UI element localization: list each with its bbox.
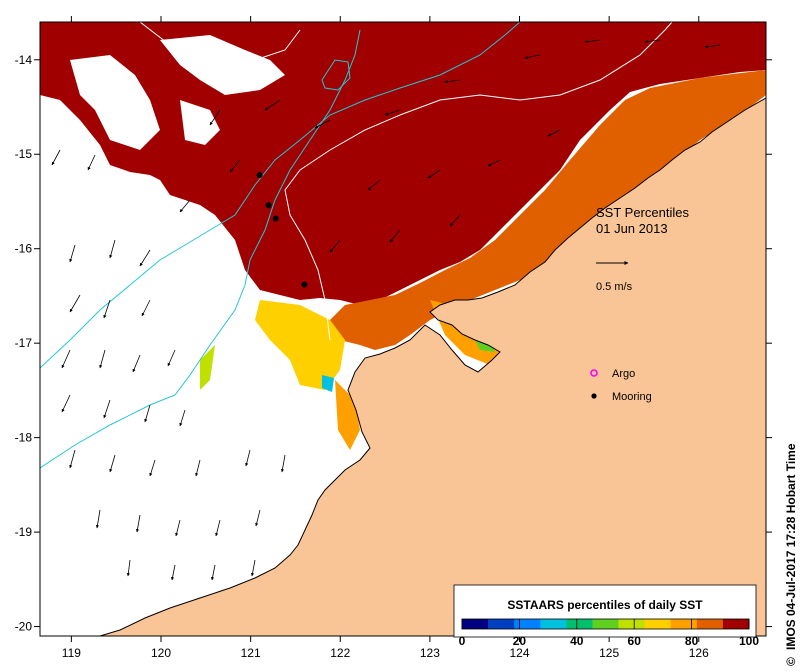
colorbar-tick-label: 80 xyxy=(685,634,699,648)
lon-tick-label: 121 xyxy=(241,646,261,660)
lon-tick-label: 123 xyxy=(420,646,440,660)
lon-tick-label: 125 xyxy=(599,646,619,660)
lat-tick-label: -16 xyxy=(15,242,33,256)
sst-mixed-patch xyxy=(335,380,360,450)
legend-date: 01 Jun 2013 xyxy=(596,221,668,236)
lon-tick-label: 124 xyxy=(510,646,530,660)
arrow-scale-label: 0.5 m/s xyxy=(596,281,633,293)
colorbar-tick-label: 100 xyxy=(739,634,759,648)
colorbar-tick-label: 60 xyxy=(628,634,642,648)
sst-mid-percentile-area xyxy=(330,70,766,350)
lat-tick-label: -17 xyxy=(15,336,33,350)
no-data-patch xyxy=(70,55,160,150)
colorbar-title: SSTAARS percentiles of daily SST xyxy=(507,598,703,612)
current-vectors xyxy=(51,39,721,581)
colorbar-swatch xyxy=(618,619,645,629)
colorbar-swatch xyxy=(670,619,698,629)
map-layers xyxy=(40,22,766,636)
colorbar-swatch xyxy=(488,619,515,629)
mooring-point xyxy=(265,202,272,209)
sst-mixed-patch xyxy=(255,300,345,390)
lat-tick-label: -14 xyxy=(15,53,33,67)
longitude-axis: 119 120 121 122 123 124 125 126 xyxy=(62,16,709,660)
argo-marker-icon xyxy=(590,369,598,377)
colorbar-swatch xyxy=(644,619,672,629)
argo-label: Argo xyxy=(612,368,635,380)
colorbar-swatch xyxy=(540,619,567,629)
colorbar-tick-label: 40 xyxy=(570,634,584,648)
lon-tick-label: 122 xyxy=(330,646,350,660)
colorbar-swatch xyxy=(462,619,489,629)
colorbar-swatch xyxy=(592,619,619,629)
mooring-marker-icon xyxy=(591,393,597,399)
isobath-line xyxy=(321,59,351,91)
plot-frame xyxy=(39,21,767,637)
colorbar-swatch xyxy=(696,619,724,629)
colorbar: SSTAARS percentiles of daily SST 0 20 40 60… xyxy=(453,584,759,648)
mooring-point xyxy=(256,172,263,179)
lon-tick-label: 126 xyxy=(689,646,709,660)
colorbar-tick-label: 0 xyxy=(459,634,466,648)
colorbar-swatch xyxy=(566,619,593,629)
lat-tick-label: -20 xyxy=(15,620,33,634)
latitude-axis: -14 -15 -16 -17 -18 -19 -20 xyxy=(15,53,772,634)
colorbar-ticks: 0 20 40 60 80 100 xyxy=(459,619,759,648)
colorbar-swatches xyxy=(461,618,750,630)
lat-tick-label: -19 xyxy=(15,525,33,539)
lon-tick-label: 120 xyxy=(151,646,171,660)
colorbar-swatch xyxy=(722,619,750,629)
colorbar-tick-label: 20 xyxy=(513,634,527,648)
legend-title: SST Percentiles xyxy=(596,205,689,220)
lat-tick-label: -15 xyxy=(15,147,33,161)
isobath-line-white xyxy=(139,22,301,61)
sst-mixed-patch xyxy=(322,375,334,392)
lat-tick-label: -18 xyxy=(15,431,33,445)
imos-credit: IMOS 04-Jul-2017 17:28 Hobart Time xyxy=(784,443,798,650)
isobath-line xyxy=(40,29,361,469)
mooring-label: Mooring xyxy=(612,391,652,403)
mooring-markers xyxy=(256,172,308,288)
isobath-line xyxy=(40,22,521,369)
mooring-point xyxy=(301,281,308,288)
mooring-point xyxy=(272,215,279,222)
copyright-icon: © xyxy=(784,657,798,666)
isobath-line-white xyxy=(284,22,673,341)
land-mass xyxy=(99,97,766,636)
sst-mixed-patch xyxy=(200,345,215,390)
no-data-patch xyxy=(180,100,220,145)
colorbar-swatch xyxy=(514,619,541,629)
no-data-patch xyxy=(160,35,285,95)
lon-tick-label: 119 xyxy=(62,646,81,660)
